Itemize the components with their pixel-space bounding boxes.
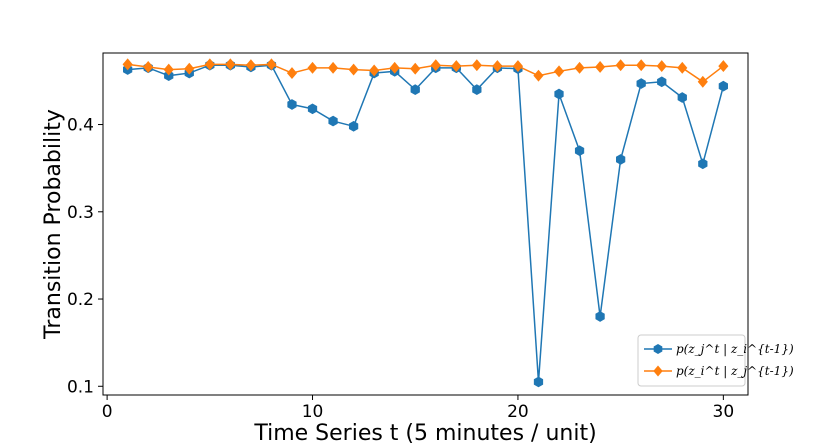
y-axis-title: Transition Probability bbox=[41, 109, 66, 340]
series-1 bbox=[123, 59, 728, 388]
x-tick-label: 20 bbox=[507, 402, 529, 422]
data-point bbox=[533, 376, 544, 388]
legend-entry-series-1: p(z_j^t | z_i^{t-1}) bbox=[644, 342, 794, 356]
data-point bbox=[595, 311, 605, 322]
data-point bbox=[225, 58, 236, 71]
data-point bbox=[122, 58, 133, 71]
y-tick-label: 0.3 bbox=[67, 203, 94, 223]
data-point bbox=[410, 62, 421, 75]
legend-box bbox=[637, 334, 746, 387]
data-point bbox=[204, 58, 215, 71]
data-point bbox=[307, 103, 318, 115]
y-tick-label: 0.2 bbox=[67, 290, 94, 310]
data-point bbox=[184, 62, 195, 75]
data-point bbox=[554, 88, 564, 100]
data-point bbox=[451, 60, 462, 73]
data-point bbox=[430, 59, 441, 72]
data-point bbox=[286, 67, 298, 80]
data-point bbox=[410, 84, 420, 95]
data-point bbox=[287, 99, 297, 110]
data-point bbox=[636, 78, 646, 89]
data-point bbox=[697, 75, 708, 88]
data-point bbox=[164, 70, 174, 82]
axis-ticks: 0 10 20 30 0.1 0.2 0.3 0.4 bbox=[67, 116, 734, 422]
data-point bbox=[348, 120, 359, 132]
data-point bbox=[574, 145, 585, 157]
data-point bbox=[616, 154, 626, 165]
data-point bbox=[677, 61, 688, 74]
data-point bbox=[163, 63, 174, 76]
y-tick-label: 0.1 bbox=[67, 377, 94, 397]
data-point bbox=[471, 59, 482, 72]
plot-area-frame bbox=[102, 52, 749, 396]
data-point bbox=[615, 59, 626, 72]
legend-entry-series-2: p(z_i^t | z_j^{t-1}) bbox=[644, 364, 794, 378]
data-point bbox=[389, 61, 400, 74]
legend: p(z_j^t | z_i^{t-1}) p(z_i^t | z_j^{t-1}… bbox=[637, 334, 794, 387]
legend-diamond-marker bbox=[653, 365, 663, 377]
x-axis-title: Time Series t (5 minutes / unit) bbox=[253, 421, 596, 443]
data-point bbox=[348, 63, 359, 76]
data-point bbox=[698, 158, 708, 170]
data-point bbox=[656, 60, 667, 73]
data-point bbox=[595, 60, 606, 73]
data-point bbox=[492, 60, 503, 73]
data-point bbox=[533, 69, 544, 82]
x-tick-label: 30 bbox=[713, 402, 735, 422]
x-tick-label: 0 bbox=[102, 402, 113, 422]
series-2 bbox=[122, 58, 729, 88]
legend-hexagon-marker bbox=[653, 344, 663, 354]
data-point bbox=[328, 115, 338, 127]
data-point bbox=[677, 92, 687, 103]
data-point bbox=[307, 61, 318, 74]
series-layer bbox=[122, 58, 729, 388]
legend-label-series-2: p(z_i^t | z_j^{t-1}) bbox=[676, 364, 794, 378]
data-point bbox=[266, 58, 277, 71]
data-point bbox=[369, 64, 380, 77]
data-point bbox=[657, 76, 667, 88]
data-point bbox=[574, 61, 585, 74]
data-point bbox=[553, 65, 565, 78]
data-point bbox=[718, 60, 729, 73]
data-point bbox=[512, 60, 524, 73]
data-point bbox=[636, 59, 647, 72]
series-line-1 bbox=[127, 64, 725, 382]
data-point bbox=[245, 59, 256, 72]
data-point bbox=[327, 61, 339, 74]
legend-label-series-1: p(z_j^t | z_i^{t-1}) bbox=[676, 342, 794, 356]
x-tick-label: 10 bbox=[302, 402, 324, 422]
data-point bbox=[718, 80, 728, 92]
y-tick-label: 0.4 bbox=[67, 116, 94, 136]
data-point bbox=[472, 84, 482, 95]
data-point bbox=[143, 60, 154, 73]
